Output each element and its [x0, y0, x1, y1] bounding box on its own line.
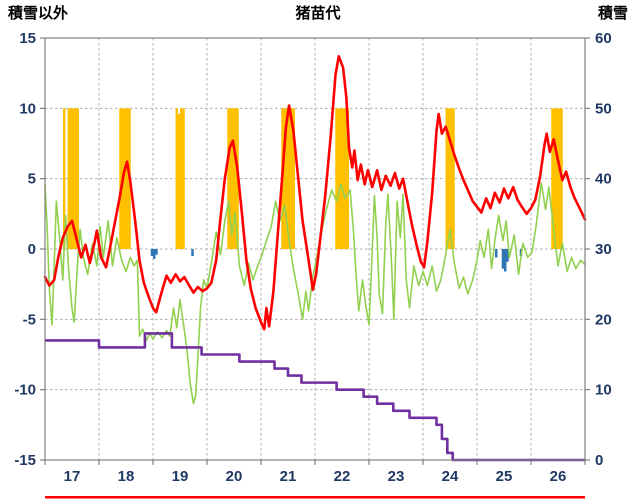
y-right-tick-label: 0	[595, 452, 603, 469]
sunshine-bars-bar	[288, 108, 291, 249]
y-left-tick-label: -15	[14, 452, 36, 469]
y-right-tick-label: 20	[595, 311, 612, 328]
y-left-tick-label: -5	[23, 311, 36, 328]
sunshine-bars-bar	[555, 108, 559, 249]
red-line	[43, 54, 587, 331]
y-left-tick-label: 5	[28, 171, 36, 188]
x-tick-label: 23	[388, 468, 405, 485]
precip-bars-bar	[153, 249, 156, 259]
x-tick-label: 19	[172, 468, 189, 485]
left-axis-title: 積雪以外	[8, 5, 69, 22]
sunshine-bars-bar	[123, 108, 127, 249]
sunshine-bars-bar	[72, 108, 75, 249]
sunshine-bars-bar	[292, 108, 295, 249]
sunshine-bars-bar	[62, 108, 66, 249]
y-right-tick-label: 30	[595, 241, 612, 258]
precip-bars-bar	[150, 249, 154, 257]
y-left-tick-label: 10	[19, 100, 36, 117]
sunshine-bars-bar	[283, 108, 287, 249]
precip-bars-bar	[504, 249, 507, 272]
sunshine-bars-bar	[337, 108, 341, 249]
y-right-tick-label: 60	[595, 30, 612, 47]
snow-depth-steps	[45, 332, 585, 462]
precip-bars-bar	[155, 249, 158, 255]
y-right-tick-label: 50	[595, 100, 612, 117]
y-right-tick-label: 10	[595, 382, 612, 399]
chart-title: 猪苗代	[295, 5, 341, 22]
sunshine-bars-bar	[231, 108, 235, 249]
precip-bars-bar	[191, 249, 194, 257]
sunshine-bars-bar	[285, 108, 289, 249]
sunshine-bars-bar	[126, 108, 129, 249]
sunshine-bars-bar	[339, 108, 343, 249]
sunshine-bars-bar	[344, 108, 347, 249]
sunshine-bars-bar	[553, 108, 557, 249]
sunshine-bars-bar	[69, 108, 73, 249]
sunshine-bars-bar	[119, 108, 122, 249]
sunshine-bars-bar	[180, 108, 183, 249]
sunshine-bars-bar	[335, 108, 338, 249]
sunshine-bars-bar	[558, 108, 561, 249]
sunshine-bars-bar	[551, 108, 554, 249]
sunshine-bars-bar	[342, 108, 345, 249]
right-axis-title: 積雪	[597, 5, 628, 22]
green-line	[44, 182, 586, 405]
sunshine-bars-bar	[445, 108, 449, 249]
precip-bars-bar	[506, 249, 509, 262]
sunshine-bars-bar	[229, 108, 233, 249]
sunshine-bars-bar	[447, 108, 451, 249]
sunshine-bars-bar	[290, 108, 293, 249]
x-tick-label: 26	[550, 468, 567, 485]
precip-bars-bar	[494, 249, 498, 258]
sunshine-bars-bar	[177, 113, 181, 250]
sunshine-bars-bar	[182, 108, 185, 249]
x-tick-label: 20	[226, 468, 243, 485]
x-tick-label: 24	[442, 468, 459, 485]
x-tick-label: 17	[64, 468, 81, 485]
x-tick-label: 21	[280, 468, 297, 485]
x-tick-label: 18	[118, 468, 135, 485]
sunshine-bars-bar	[452, 108, 455, 249]
sunshine-bars-bar	[76, 108, 79, 249]
y-right-tick-label: 40	[595, 171, 612, 188]
sunshine-bars-bar	[346, 108, 349, 249]
sunshine-bars-bar	[450, 108, 453, 249]
x-tick-label: 25	[496, 468, 513, 485]
y-left-tick-label: 0	[28, 241, 36, 258]
precip-bars-bar	[501, 249, 505, 269]
sunshine-bars-bar	[175, 108, 179, 249]
bottom-red-line	[45, 496, 585, 499]
y-left-tick-label: 15	[19, 30, 36, 47]
sunshine-bars-bar	[234, 108, 237, 249]
sunshine-bars-bar	[227, 108, 230, 249]
sunshine-bars-bar	[67, 108, 71, 249]
x-tick-label: 22	[334, 468, 351, 485]
y-left-tick-label: -10	[14, 382, 36, 399]
sunshine-bars-bar	[74, 108, 77, 249]
